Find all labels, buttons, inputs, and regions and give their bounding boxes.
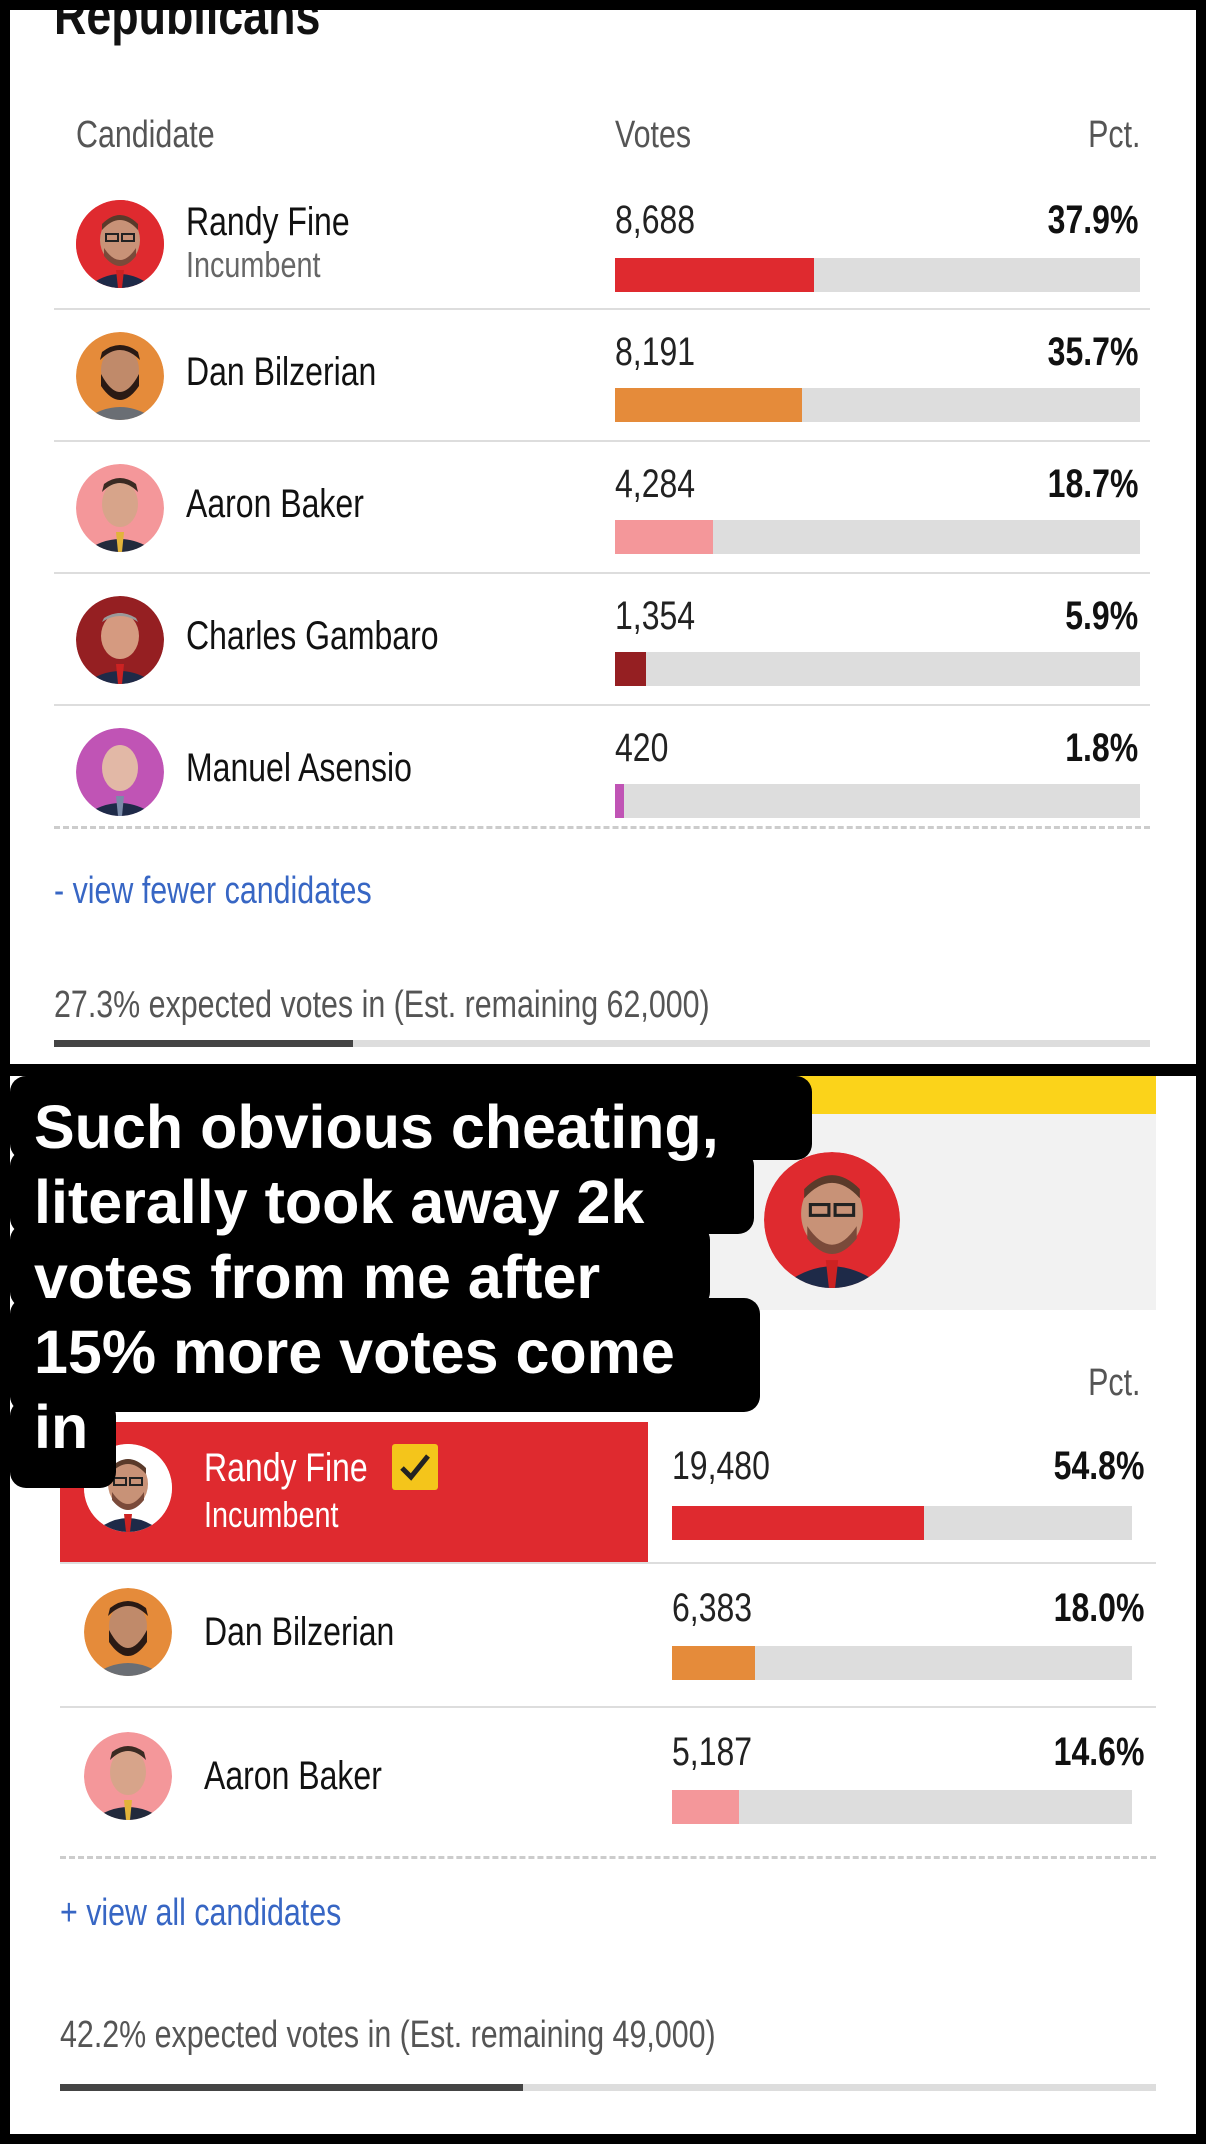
expected-votes-progress <box>60 2084 1156 2091</box>
vote-count: 1,354 <box>615 594 696 638</box>
caption-line: votes from me after <box>34 1243 601 1311</box>
divider <box>54 826 1150 829</box>
vote-count: 420 <box>615 726 669 770</box>
vote-percent: 18.7% <box>1047 462 1138 506</box>
candidate-row-randy-fine: Randy Fine Incumbent 8,688 37.9% <box>54 182 1150 310</box>
candidate-name: Dan Bilzerian <box>204 1610 395 1654</box>
vote-bar <box>615 388 1140 422</box>
caption-bubble-line-2 <box>10 1150 754 1234</box>
vote-bar-fill <box>615 652 646 686</box>
vote-percent: 14.6% <box>1053 1730 1144 1774</box>
candidate-row-aaron-baker: Aaron Baker 4,284 18.7% <box>54 442 1150 574</box>
vote-bar <box>672 1506 1132 1540</box>
vote-bar-fill <box>615 784 625 818</box>
section-title: Republicans <box>54 10 321 46</box>
candidate-row-charles-gambaro: Charles Gambaro 1,354 5.9% <box>54 574 1150 706</box>
vote-count: 5,187 <box>672 1730 753 1774</box>
vote-bar <box>615 784 1140 818</box>
vote-percent: 54.8% <box>1053 1444 1144 1488</box>
vote-bar-fill <box>615 258 814 292</box>
winner-check-icon <box>392 1444 438 1490</box>
vote-bar-fill <box>672 1790 740 1824</box>
pct-column-header: Pct. <box>1087 1362 1140 1404</box>
view-all-candidates-link[interactable]: + view all candidates <box>60 1892 342 1934</box>
expected-votes-text: 42.2% expected votes in (Est. remaining … <box>60 2014 716 2056</box>
avatar-dan-bilzerian-icon <box>76 332 164 420</box>
vote-count: 6,383 <box>672 1586 753 1630</box>
candidate-row-randy-fine: Randy Fine Incumbent 19,480 54.8% <box>60 1422 1156 1564</box>
caption-line: in <box>34 1393 89 1461</box>
vote-bar <box>615 652 1140 686</box>
vote-bar <box>615 258 1140 292</box>
vote-count: 19,480 <box>672 1444 770 1488</box>
vote-percent: 18.0% <box>1053 1586 1144 1630</box>
vote-bar-fill <box>672 1506 925 1540</box>
divider <box>60 1856 1156 1859</box>
vote-count: 8,688 <box>615 198 696 242</box>
vote-bar-fill <box>615 388 803 422</box>
caption-bubble-line-5 <box>10 1400 116 1488</box>
view-fewer-candidates-link[interactable]: - view fewer candidates <box>54 870 372 912</box>
avatar-dan-bilzerian-icon <box>84 1588 172 1676</box>
avatar-aaron-baker-icon <box>84 1732 172 1820</box>
candidate-name: Randy Fine <box>204 1446 368 1490</box>
pct-column-header: Pct. <box>1087 114 1140 156</box>
winner-avatar-icon <box>764 1152 900 1288</box>
candidate-name: Aaron Baker <box>204 1754 382 1798</box>
caption-line: literally took away 2k <box>34 1168 645 1236</box>
caption-bubble-line-4 <box>10 1298 760 1412</box>
candidate-name: Manuel Asensio <box>186 746 412 790</box>
caption-line: Such obvious cheating, <box>34 1093 719 1161</box>
results-panel-before: Republicans Candidate Votes Pct. Randy F… <box>10 10 1196 1064</box>
candidate-name: Charles Gambaro <box>186 614 439 658</box>
vote-count: 4,284 <box>615 462 696 506</box>
avatar-aaron-baker-icon <box>76 464 164 552</box>
expected-votes-progress-fill <box>60 2084 523 2091</box>
expected-votes-text: 27.3% expected votes in (Est. remaining … <box>54 984 710 1026</box>
vote-bar <box>672 1646 1132 1680</box>
vote-percent: 1.8% <box>1065 726 1138 770</box>
votes-column-header: Votes <box>615 114 692 156</box>
vote-percent: 37.9% <box>1047 198 1138 242</box>
candidate-name: Randy Fine <box>186 200 350 244</box>
avatar-charles-gambaro-icon <box>76 596 164 684</box>
avatar-randy-fine-icon <box>76 200 164 288</box>
candidate-row-dan-bilzerian: Dan Bilzerian 6,383 18.0% <box>60 1564 1156 1708</box>
avatar-manuel-asensio-icon <box>76 728 164 816</box>
vote-count: 8,191 <box>615 330 696 374</box>
vote-bar <box>672 1790 1132 1824</box>
candidate-name: Dan Bilzerian <box>186 350 377 394</box>
caption-bubble-line-3 <box>10 1224 710 1308</box>
vote-percent: 35.7% <box>1047 330 1138 374</box>
vote-percent: 5.9% <box>1065 594 1138 638</box>
caption-line: 15% more votes come <box>34 1318 675 1386</box>
expected-votes-progress-fill <box>54 1040 354 1047</box>
vote-bar <box>615 520 1140 554</box>
expected-votes-progress <box>54 1040 1150 1047</box>
candidate-row-dan-bilzerian: Dan Bilzerian 8,191 35.7% <box>54 310 1150 442</box>
candidate-name: Aaron Baker <box>186 482 364 526</box>
incumbent-label: Incumbent <box>204 1494 339 1535</box>
incumbent-label: Incumbent <box>186 244 321 285</box>
candidate-column-header: Candidate <box>76 114 215 156</box>
caption-bubble-line-1 <box>10 1076 812 1160</box>
vote-bar-fill <box>672 1646 755 1680</box>
candidate-row-manuel-asensio: Manuel Asensio 420 1.8% <box>54 706 1150 832</box>
vote-bar-fill <box>615 520 714 554</box>
candidate-row-aaron-baker: Aaron Baker 5,187 14.6% <box>60 1708 1156 1850</box>
